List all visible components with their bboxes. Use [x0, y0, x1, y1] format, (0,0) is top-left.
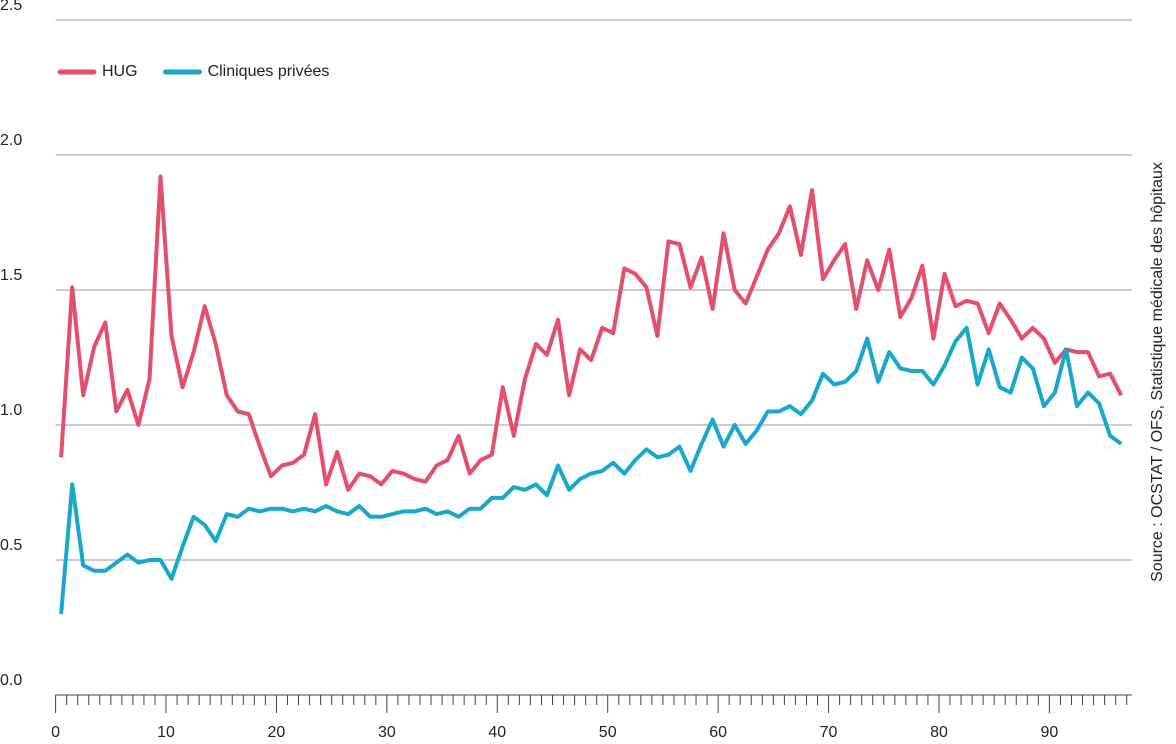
y-tick-label: 2.5	[0, 0, 22, 14]
y-tick-label: 1.5	[0, 267, 22, 284]
x-tick-label: 60	[709, 724, 727, 741]
x-tick-label: 30	[378, 724, 396, 741]
x-tick-label: 50	[599, 724, 617, 741]
y-tick-label: 0.5	[0, 537, 22, 554]
y-tick-label: 2.0	[0, 132, 22, 149]
source-note: Source : OCSTAT / OFS, Statistique médic…	[1149, 162, 1166, 582]
legend-label: HUG	[102, 63, 138, 80]
x-tick-label: 90	[1040, 724, 1058, 741]
x-tick-label: 20	[268, 724, 286, 741]
y-tick-label: 0.0	[0, 672, 22, 689]
line-series	[59, 325, 1123, 615]
line-series	[59, 174, 1123, 492]
x-tick-label: 10	[157, 724, 175, 741]
y-tick-label: 1.0	[0, 402, 22, 419]
x-tick-label: 80	[930, 724, 948, 741]
x-tick-label: 0	[51, 724, 60, 741]
x-tick-label: 70	[820, 724, 838, 741]
x-tick-label: 40	[488, 724, 506, 741]
legend-label: Cliniques privées	[208, 63, 330, 80]
